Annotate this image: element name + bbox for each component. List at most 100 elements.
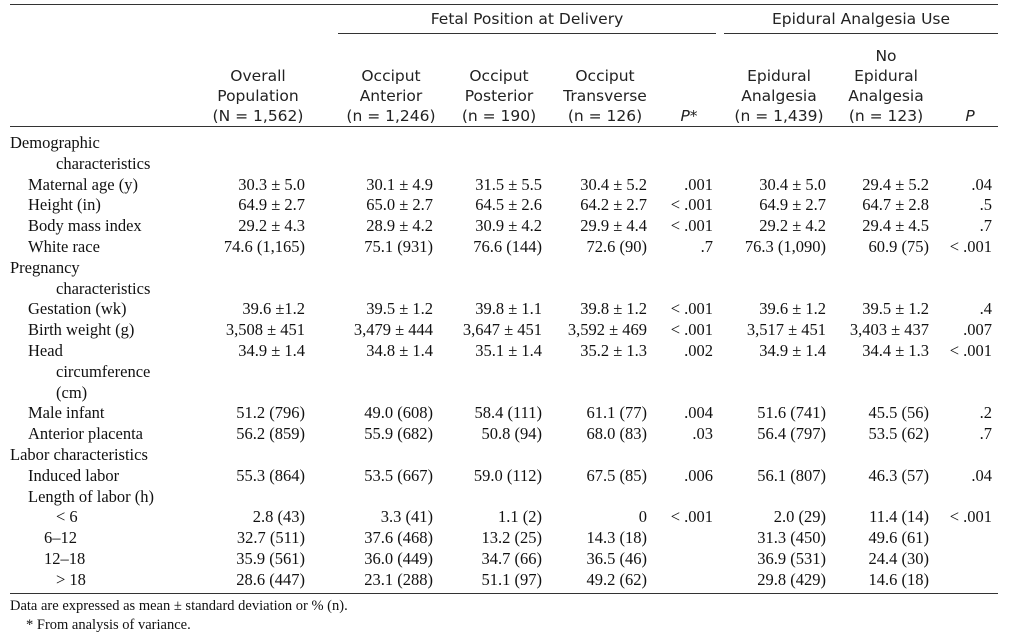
row-label: > 18 — [56, 569, 86, 589]
table-cell: 35.2 ± 1.3 — [580, 341, 647, 360]
table-cell: 64.2 ± 2.7 — [580, 195, 647, 215]
row-label: Birth weight (g) — [28, 320, 135, 340]
row-label: Body mass index — [28, 216, 142, 236]
table-cell: .5 — [979, 195, 992, 215]
table-cell: 75.1 (931) — [364, 237, 433, 256]
row-label: Head — [28, 341, 63, 360]
table-cell: .03 — [692, 424, 713, 444]
table-cell: 39.6 ±1.2 — [242, 299, 305, 319]
table-cell: 14.3 (18) — [586, 528, 648, 548]
table-cell: 2.0 (29) — [773, 507, 826, 527]
table-cell: 29.4 ± 5.2 — [862, 174, 929, 194]
table-cell: 67.5 (85) — [586, 465, 648, 485]
row-label: Gestation (wk) — [28, 299, 127, 319]
table-cell: 29.2 ± 4.3 — [238, 216, 305, 236]
table-cell: < .001 — [949, 341, 992, 360]
table-cell: .007 — [963, 320, 992, 340]
table-cell: 55.3 (864) — [236, 465, 305, 485]
column-header-ep: Epidural Analgesia (n = 1,439) — [722, 66, 836, 126]
table-cell: < .001 — [949, 507, 992, 527]
column-header-line: (N = 1,562) — [212, 107, 304, 125]
table-cell: 46.3 (57) — [868, 465, 930, 485]
group-header-fetal-position: Fetal Position at Delivery — [430, 10, 624, 28]
table-cell: 31.3 (450) — [757, 528, 826, 548]
table-cell: 29.9 ± 4.4 — [580, 216, 647, 236]
table-cell: 51.2 (796) — [236, 403, 305, 423]
row-label: Male infant — [28, 403, 105, 423]
table-cell: 30.3 ± 5.0 — [238, 174, 305, 194]
table-cell: 3,592 ± 469 — [567, 320, 647, 340]
row-label: < 6 — [56, 507, 78, 527]
row-label: characteristics — [56, 278, 151, 298]
table-cell: 74.6 (1,165) — [223, 237, 305, 256]
table-cell: 30.1 ± 4.9 — [366, 174, 433, 194]
top-rule — [10, 4, 998, 5]
table-cell: < .001 — [949, 237, 992, 256]
table-cell: .7 — [979, 424, 992, 444]
row-label: (cm) — [56, 382, 88, 402]
table-cell: 29.2 ± 4.2 — [759, 216, 826, 236]
table-cell: 3,647 ± 451 — [462, 320, 542, 340]
table-cell: 3,403 ± 437 — [849, 320, 929, 340]
table-cell: 51.6 (741) — [757, 403, 826, 423]
table-cell: .001 — [684, 174, 713, 194]
table-cell: 28.6 (447) — [236, 569, 305, 589]
table-cell: .04 — [971, 465, 992, 485]
column-header-line: Analgesia — [848, 87, 924, 105]
column-header-line: Epidural — [854, 67, 918, 85]
column-header-p2: P — [944, 106, 996, 126]
column-header-overall: Overall Population (N = 1,562) — [200, 66, 316, 126]
table-cell: 31.5 ± 5.5 — [475, 174, 542, 194]
table-cell: 35.1 ± 1.4 — [475, 341, 542, 360]
column-header-line: (n = 1,246) — [346, 107, 436, 125]
table-cell: 2.8 (43) — [252, 507, 305, 527]
table-cell: .7 — [979, 216, 992, 236]
column-header-line: Epidural — [747, 67, 811, 85]
table-cell: 64.7 ± 2.8 — [862, 195, 929, 215]
table-cell: 64.9 ± 2.7 — [238, 195, 305, 215]
table-cell: 34.4 ± 1.3 — [862, 341, 929, 360]
column-header-line: (n = 1,439) — [734, 107, 824, 125]
table-cell: 30.4 ± 5.2 — [580, 174, 647, 194]
column-header-line: Overall — [230, 67, 286, 85]
table-cell: < .001 — [670, 216, 713, 236]
table-cell: 51.1 (97) — [481, 569, 543, 589]
table-cell: 39.5 ± 1.2 — [862, 299, 929, 319]
table-cell: 68.0 (83) — [586, 424, 648, 444]
table-cell: 24.4 (30) — [868, 549, 930, 568]
column-header-line: No — [875, 47, 897, 65]
row-label: circumference — [56, 361, 151, 381]
table-cell: 30.9 ± 4.2 — [475, 216, 542, 236]
table-cell: 76.6 (144) — [473, 237, 542, 256]
column-header-p1: P* — [666, 106, 712, 126]
column-header-line: Population — [217, 87, 299, 105]
table-cell: 45.5 (56) — [868, 403, 930, 423]
table-cell: 65.0 ± 2.7 — [366, 195, 433, 215]
table-cell: 59.0 (112) — [473, 465, 542, 485]
column-header-line: P — [965, 107, 975, 125]
row-label: Demographic — [10, 133, 100, 152]
table-cell: 64.5 ± 2.6 — [475, 195, 542, 215]
table-cell: 32.7 (511) — [236, 528, 305, 548]
row-label: Maternal age (y) — [28, 174, 138, 194]
table-cell: 34.9 ± 1.4 — [238, 341, 305, 360]
table-cell: 36.0 (449) — [364, 549, 433, 568]
table-cell: 55.9 (682) — [364, 424, 433, 444]
table-cell: 35.9 (561) — [236, 549, 305, 568]
table-cell: 56.1 (807) — [757, 465, 826, 485]
row-label: Pregnancy — [10, 257, 80, 277]
table-cell: 39.6 ± 1.2 — [759, 299, 826, 319]
footnote-anova: * From analysis of variance. — [26, 617, 191, 633]
table-cell: 53.5 (667) — [364, 465, 433, 485]
table-cell: 72.6 (90) — [586, 237, 648, 256]
table-cell: 30.4 ± 5.0 — [759, 174, 826, 194]
table-cell: .7 — [700, 237, 713, 256]
table-cell: 28.9 ± 4.2 — [366, 216, 433, 236]
row-label: 6–12 — [44, 528, 77, 548]
column-header-line: P* — [680, 107, 698, 125]
table-cell: 39.8 ± 1.2 — [580, 299, 647, 319]
row-label: Labor characteristics — [10, 445, 148, 464]
table-cell: 34.7 (66) — [481, 549, 543, 568]
column-header-line: (n = 123) — [848, 107, 924, 125]
